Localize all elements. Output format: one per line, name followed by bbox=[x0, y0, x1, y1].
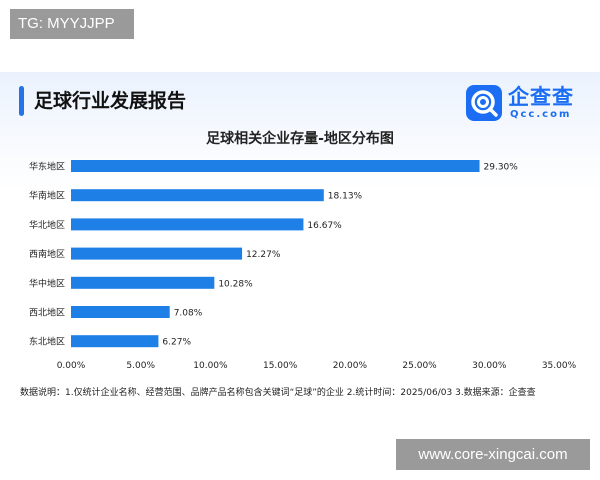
category-label: 华东地区 bbox=[29, 161, 65, 173]
bar bbox=[71, 218, 304, 231]
qcc-logo: 企查查 Qcc.com bbox=[466, 85, 584, 121]
x-tick-label: 10.00% bbox=[193, 361, 228, 371]
value-label: 29.30% bbox=[484, 163, 519, 173]
category-label: 华北地区 bbox=[29, 219, 65, 231]
x-tick-label: 35.00% bbox=[542, 361, 577, 371]
value-label: 7.08% bbox=[174, 309, 203, 319]
category-label: 华中地区 bbox=[29, 277, 65, 289]
chart-title: 足球相关企业存量-地区分布图 bbox=[206, 131, 394, 147]
logo-subtext: Qcc.com bbox=[510, 109, 572, 120]
x-tick-label: 15.00% bbox=[263, 361, 298, 371]
bar bbox=[71, 276, 215, 289]
bar-chart: 华东地区 29.30% 华南地区 18.13% 华北地区 16.67% 西南地区 12.27%… bbox=[29, 160, 577, 371]
value-label: 16.67% bbox=[307, 221, 342, 231]
x-tick-label: 5.00% bbox=[126, 361, 155, 371]
bar bbox=[71, 160, 480, 172]
top-watermark: TG: MYYJJPP bbox=[10, 9, 134, 39]
footnote: 数据说明：1.仅统计企业名称、经营范围、品牌产品名称包含关键词“足球”的企业 2… bbox=[20, 388, 536, 398]
value-label: 12.27% bbox=[246, 250, 281, 260]
bottom-watermark: www.core-xingcai.com bbox=[396, 439, 590, 470]
bar bbox=[71, 247, 243, 260]
qcc-logo-icon bbox=[466, 85, 502, 121]
category-label: 华南地区 bbox=[29, 190, 65, 202]
x-tick-label: 20.00% bbox=[333, 361, 368, 371]
value-label: 10.28% bbox=[218, 279, 253, 289]
title-accent-bar bbox=[19, 86, 24, 116]
report-card: 足球行业发展报告 企查查 Qcc.com 足球相关企业存量-地区分布图 华东地区… bbox=[0, 72, 600, 408]
report-title: 足球行业发展报告 bbox=[34, 90, 187, 112]
category-label: 西北地区 bbox=[29, 307, 65, 319]
x-tick-label: 0.00% bbox=[57, 361, 86, 371]
category-label: 东北地区 bbox=[29, 336, 65, 348]
bar bbox=[71, 306, 170, 318]
x-tick-label: 30.00% bbox=[472, 361, 507, 371]
bar bbox=[71, 335, 159, 348]
logo-name: 企查查 bbox=[508, 85, 574, 109]
bar bbox=[71, 189, 324, 202]
x-tick-label: 25.00% bbox=[402, 361, 437, 371]
value-label: 6.27% bbox=[162, 338, 191, 348]
value-label: 18.13% bbox=[328, 192, 363, 202]
category-label: 西南地区 bbox=[29, 248, 65, 260]
